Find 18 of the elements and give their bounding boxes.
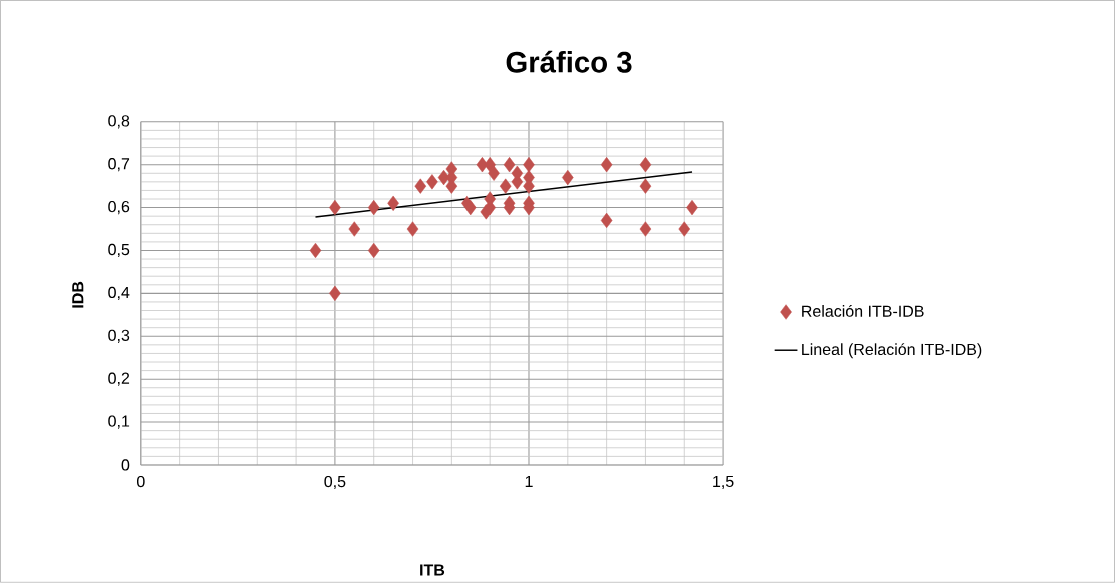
y-tick-label: 0,6 xyxy=(108,201,130,215)
y-tick-label: 0 xyxy=(121,459,130,471)
y-tick-label: 0,5 xyxy=(108,244,130,258)
y-tick-label: 0,1 xyxy=(108,415,130,429)
y-axis-title: IDB xyxy=(72,281,84,308)
x-tick-label: 0 xyxy=(136,476,145,488)
y-tick-label: 0,8 xyxy=(108,115,130,129)
x-tick-label: 0,5 xyxy=(324,476,346,490)
x-tick-label: 1,5 xyxy=(713,476,734,490)
x-axis-title: ITB xyxy=(420,564,445,576)
y-tick-label: 0,7 xyxy=(108,158,130,172)
chart-title: Gráfico 3 xyxy=(506,50,632,73)
x-tick-label: 1 xyxy=(525,476,533,488)
legend-label: Lineal (Relación ITB-IDB) xyxy=(802,343,982,359)
y-tick-label: 0,4 xyxy=(108,286,130,301)
legend-label: Relación ITB-IDB xyxy=(802,305,924,317)
y-tick-label: 0,2 xyxy=(108,372,130,386)
y-tick-label: 0,3 xyxy=(108,329,130,344)
